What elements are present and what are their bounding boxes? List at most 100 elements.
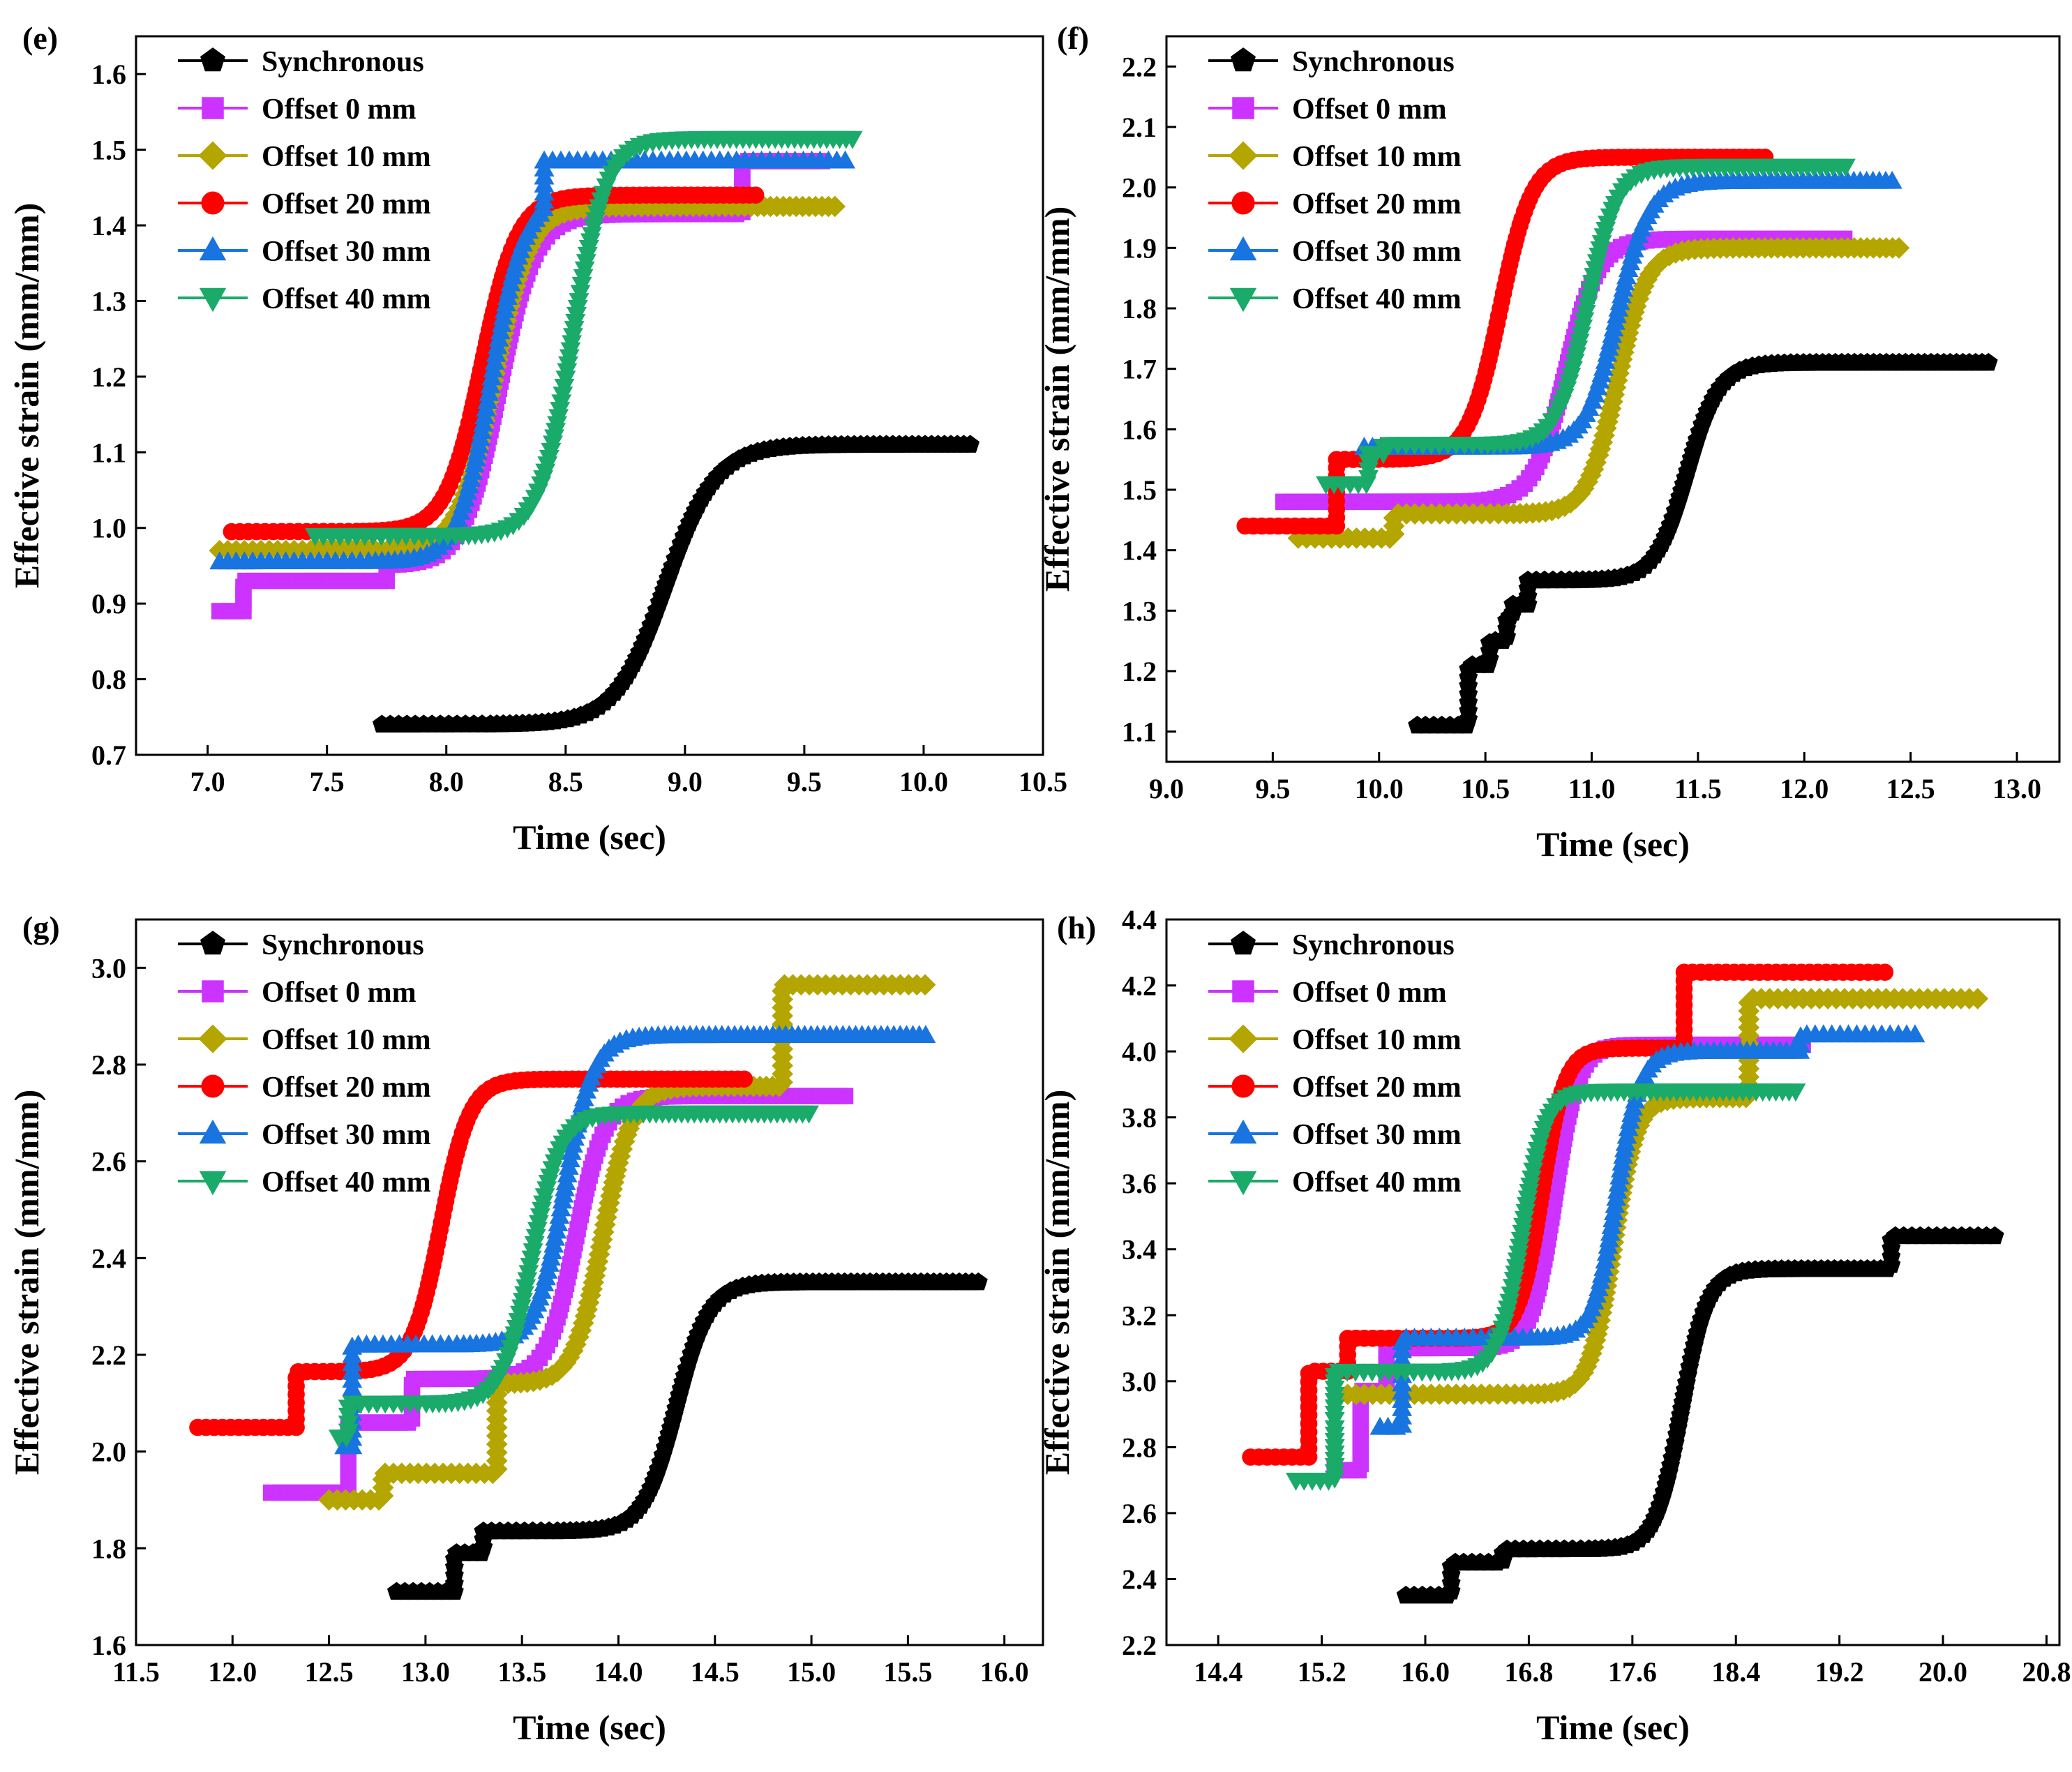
data-point bbox=[746, 186, 765, 204]
x-tick-label: 19.2 bbox=[1815, 1656, 1864, 1688]
legend-marker-icon bbox=[1231, 1074, 1255, 1098]
y-tick-label: 1.6 bbox=[91, 59, 126, 90]
data-point bbox=[1905, 1024, 1925, 1043]
legend-item: Offset 0 mm bbox=[1208, 977, 1447, 1009]
y-tick-label: 2.6 bbox=[1122, 1498, 1157, 1529]
legend-label: Offset 30 mm bbox=[262, 1119, 431, 1151]
legend-marker-icon bbox=[199, 1119, 227, 1144]
y-tick-label: 0.7 bbox=[91, 739, 126, 771]
y-tick-label: 3.4 bbox=[1122, 1234, 1157, 1266]
data-point bbox=[1985, 1226, 2004, 1245]
panel-label: (g) bbox=[22, 910, 60, 945]
series-synchronous bbox=[386, 1272, 988, 1600]
series-offset-20-mm bbox=[189, 1070, 753, 1436]
legend-marker-icon bbox=[1230, 931, 1256, 955]
x-tick-label: 9.0 bbox=[1149, 773, 1184, 804]
legend-marker-icon bbox=[202, 980, 224, 1003]
x-tick-label: 11.5 bbox=[112, 1656, 160, 1688]
x-tick-label: 12.5 bbox=[1886, 773, 1935, 804]
legend-item: Offset 0 mm bbox=[178, 93, 416, 126]
data-point bbox=[1876, 963, 1894, 981]
x-tick-label: 15.2 bbox=[1298, 1656, 1346, 1688]
y-tick-label: 1.1 bbox=[91, 437, 126, 468]
legend-marker-icon bbox=[199, 1171, 227, 1196]
data-point bbox=[735, 1070, 753, 1088]
y-tick-label: 1.6 bbox=[1122, 414, 1157, 445]
data-point bbox=[915, 1025, 936, 1044]
x-tick-label: 13.5 bbox=[497, 1656, 546, 1688]
x-tick-label: 10.0 bbox=[1355, 773, 1404, 804]
x-tick-label: 20.0 bbox=[1919, 1656, 1967, 1688]
series-offset-10-mm bbox=[318, 974, 936, 1511]
legend-marker-icon bbox=[1230, 47, 1256, 72]
x-tick-label: 14.0 bbox=[594, 1656, 643, 1688]
y-tick-label: 2.0 bbox=[1122, 172, 1157, 204]
legend-marker-icon bbox=[1229, 236, 1257, 261]
legend-item: Synchronous bbox=[178, 46, 424, 78]
y-tick-label: 4.2 bbox=[1122, 970, 1157, 1002]
legend-label: Offset 10 mm bbox=[262, 141, 431, 173]
panel-label: (h) bbox=[1057, 910, 1096, 945]
legend-item: Offset 40 mm bbox=[1208, 1166, 1462, 1199]
y-tick-label: 1.2 bbox=[91, 361, 126, 393]
data-point bbox=[1888, 236, 1910, 259]
series-offset-30-mm bbox=[209, 150, 855, 570]
series-offset-40-mm bbox=[328, 1105, 819, 1448]
series-layer bbox=[209, 130, 980, 733]
x-tick-label: 16.8 bbox=[1504, 1656, 1553, 1688]
series-layer bbox=[189, 974, 988, 1600]
x-axis-label: Time (sec) bbox=[513, 818, 666, 857]
chart-panel-h: (h) 14.4 15.2 16.0 16.8 17.6 18.4 19.2 20.0 20.8 2… bbox=[1037, 904, 2071, 1747]
legend-item: Offset 30 mm bbox=[1208, 236, 1462, 268]
y-tick-label: 4.4 bbox=[1122, 904, 1157, 936]
panel-label: (f) bbox=[1057, 20, 1089, 56]
legend-label: Offset 30 mm bbox=[1292, 1119, 1462, 1151]
x-axis-label: Time (sec) bbox=[1536, 825, 1690, 864]
x-tick-label: 9.5 bbox=[787, 766, 822, 797]
x-tick-label: 13.0 bbox=[1992, 773, 2041, 804]
legend: Synchronous Offset 0 mm Offset 10 mm Offset… bbox=[178, 46, 431, 315]
y-tick-label: 2.6 bbox=[91, 1146, 126, 1178]
legend-label: Offset 10 mm bbox=[262, 1024, 431, 1056]
legend-item: Offset 10 mm bbox=[178, 1024, 431, 1056]
legend-marker-icon bbox=[202, 97, 224, 119]
data-point bbox=[1785, 1083, 1806, 1102]
plot-frame bbox=[1165, 918, 2061, 1646]
y-tick-label: 1.3 bbox=[91, 285, 126, 317]
y-tick-label: 2.2 bbox=[1122, 51, 1157, 82]
legend-label: Offset 40 mm bbox=[1292, 1166, 1462, 1199]
x-tick-label: 13.0 bbox=[401, 1656, 450, 1688]
y-tick-label: 2.8 bbox=[91, 1049, 126, 1081]
legend-marker-icon bbox=[200, 47, 226, 72]
legend-label: Offset 0 mm bbox=[262, 977, 416, 1009]
x-axis-label: Time (sec) bbox=[513, 1708, 666, 1747]
data-point bbox=[1967, 988, 1989, 1009]
legend-item: Offset 30 mm bbox=[178, 1119, 431, 1151]
x-tick-label: 10.5 bbox=[1461, 773, 1510, 804]
legend-label: Synchronous bbox=[1292, 46, 1455, 78]
legend-label: Offset 20 mm bbox=[1292, 188, 1462, 220]
series-synchronous bbox=[372, 435, 980, 733]
legend-marker-icon bbox=[1232, 980, 1254, 1003]
y-tick-label: 0.8 bbox=[91, 664, 126, 696]
y-tick-label: 1.3 bbox=[1122, 595, 1157, 626]
legend-marker-icon bbox=[198, 141, 227, 170]
legend-item: Offset 20 mm bbox=[1208, 188, 1462, 220]
series-offset-30-mm bbox=[334, 1025, 936, 1455]
x-tick-label: 14.4 bbox=[1194, 1656, 1243, 1688]
y-tick-label: 1.8 bbox=[91, 1533, 126, 1564]
y-axis-label: Effective strain (mm/mm) bbox=[7, 1090, 46, 1476]
y-tick-label: 2.4 bbox=[1122, 1563, 1157, 1595]
y-tick-label: 3.0 bbox=[1122, 1366, 1157, 1397]
x-axis-label: Time (sec) bbox=[1536, 1708, 1690, 1747]
panel-label: (e) bbox=[22, 20, 58, 56]
legend-label: Synchronous bbox=[262, 46, 424, 78]
legend-item: Synchronous bbox=[1208, 46, 1455, 78]
x-tick-label: 8.0 bbox=[429, 766, 464, 797]
data-point bbox=[1979, 352, 1998, 371]
legend-label: Offset 40 mm bbox=[1292, 283, 1462, 315]
legend: Synchronous Offset 0 mm Offset 10 mm Offset… bbox=[178, 929, 431, 1199]
data-point bbox=[824, 195, 846, 218]
legend-item: Offset 20 mm bbox=[178, 1072, 431, 1104]
x-tick-label: 10.5 bbox=[1019, 766, 1067, 797]
